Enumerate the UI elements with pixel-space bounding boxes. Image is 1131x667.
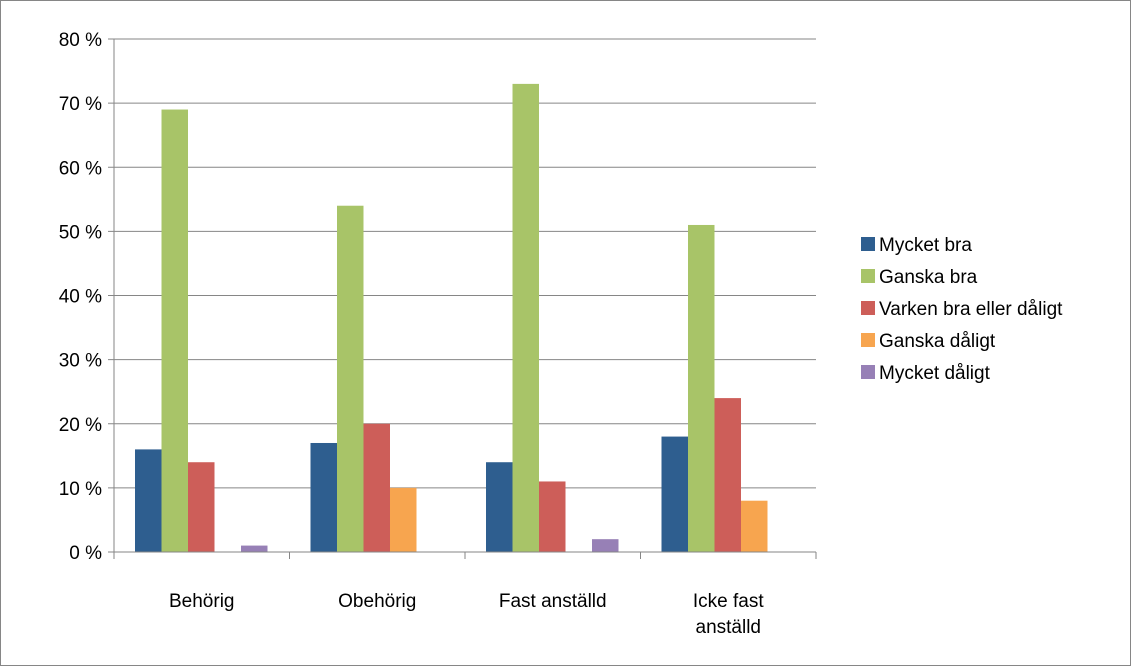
x-tick-labels: Behörig Obehörig Fast anställd Icke fast ans… <box>169 591 764 638</box>
legend-label: Mycket bra <box>879 235 972 256</box>
legend-label: Ganska bra <box>879 267 978 288</box>
x-tick-label-line: anställd <box>696 617 762 638</box>
y-tick-label: 30 % <box>59 351 102 372</box>
x-tick-label-line: Icke fast <box>693 591 764 612</box>
bars <box>135 83 768 552</box>
legend-swatch <box>861 237 875 251</box>
bar <box>337 205 364 552</box>
bar <box>135 449 162 552</box>
bar <box>661 436 688 552</box>
legend-swatch <box>861 333 875 347</box>
y-tick-label: 20 % <box>59 415 102 436</box>
y-tick-label: 0 % <box>69 543 102 564</box>
x-tick-label: Obehörig <box>338 591 416 612</box>
legend-swatch <box>861 301 875 315</box>
legend-swatch <box>861 365 875 379</box>
legend-label: Mycket dåligt <box>879 363 991 384</box>
y-tick-label: 80 % <box>59 30 102 51</box>
y-tick-label: 60 % <box>59 158 102 179</box>
y-tick-labels: 0 % 10 % 20 % 30 % 40 % 50 % 60 % 70 % 80 % <box>59 30 102 564</box>
y-tick-label: 40 % <box>59 287 102 308</box>
bar <box>188 462 215 552</box>
y-tick-label: 70 % <box>59 94 102 115</box>
bar <box>390 487 417 552</box>
x-tick-label-line: Behörig <box>169 591 235 612</box>
gridlines <box>114 38 816 489</box>
bar <box>741 500 768 552</box>
x-tick-label: Behörig <box>169 591 235 612</box>
bar <box>512 83 539 552</box>
x-tick-label-line: Obehörig <box>338 591 416 612</box>
x-tick-label: Icke fast anställd <box>693 591 764 638</box>
bar <box>592 539 619 552</box>
bar <box>539 481 566 552</box>
x-tick-label: Fast anställd <box>499 591 607 612</box>
bar <box>161 109 188 552</box>
bar <box>714 398 741 552</box>
legend: Mycket bra Ganska bra Varken bra eller dål… <box>861 235 1063 384</box>
legend-swatch <box>861 269 875 283</box>
legend-label: Varken bra eller dåligt <box>879 299 1063 320</box>
bar <box>363 423 390 552</box>
bar <box>688 224 715 552</box>
bar <box>310 442 337 552</box>
x-tick-label-line: Fast anställd <box>499 591 607 612</box>
axes <box>108 38 817 559</box>
y-tick-label: 50 % <box>59 222 102 243</box>
bar <box>486 462 513 552</box>
legend-label: Ganska dåligt <box>879 331 996 352</box>
bar <box>241 545 268 552</box>
y-tick-label: 10 % <box>59 479 102 500</box>
